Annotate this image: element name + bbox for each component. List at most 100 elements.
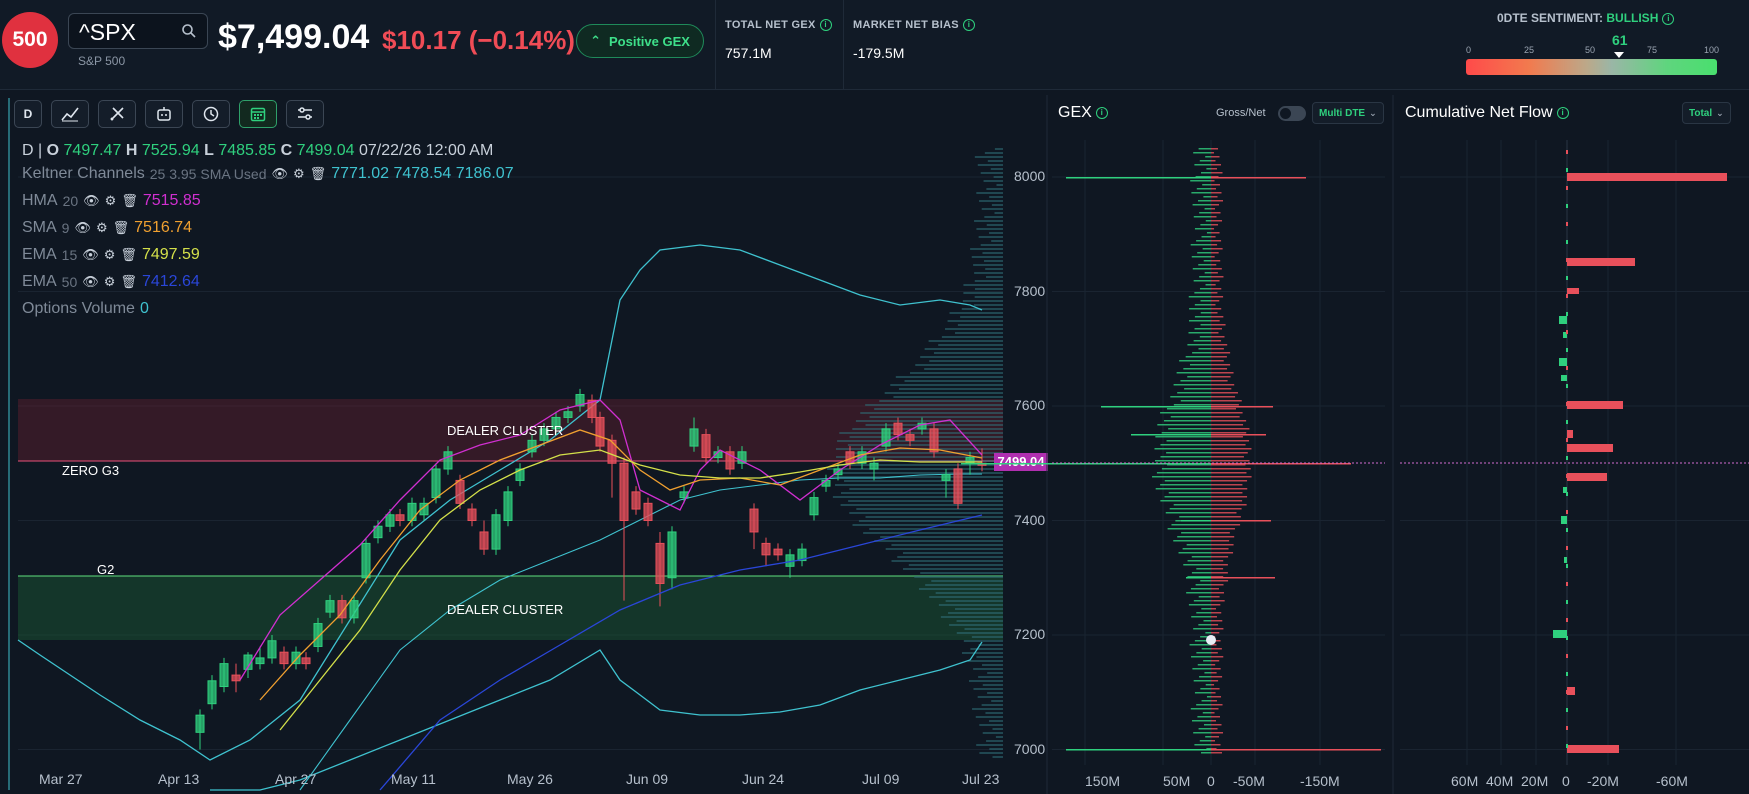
divider xyxy=(843,0,844,90)
gear-icon[interactable]: ⚙ xyxy=(95,220,108,235)
volume-profile-bar xyxy=(860,412,1003,414)
sma-line xyxy=(259,429,983,701)
calendar-button[interactable] xyxy=(239,100,277,128)
volume-profile-bar xyxy=(938,604,1003,606)
volume-profile-bar xyxy=(844,480,1003,482)
indicator-ema50[interactable]: EMA 50 👁 ⚙ 🗑 7412.64 xyxy=(22,273,200,290)
eye-icon[interactable]: 👁 xyxy=(82,274,99,289)
volume-profile-bar xyxy=(978,644,1003,646)
ticker-search-input[interactable]: ^SPX xyxy=(68,13,208,49)
info-icon[interactable]: i xyxy=(1556,106,1569,119)
dealer-cluster-label-upper: DEALER CLUSTER xyxy=(447,423,564,438)
eye-icon[interactable]: 👁 xyxy=(74,220,91,235)
volume-profile-bar xyxy=(963,284,1003,286)
candle-body xyxy=(479,531,489,550)
ticker-search-value[interactable]: ^SPX xyxy=(79,19,136,45)
bot-button[interactable] xyxy=(145,100,183,128)
volume-profile-bar xyxy=(956,632,1003,634)
info-icon[interactable]: i xyxy=(1662,12,1675,25)
ohlc-readout: D | O 7497.47 H 7525.94 L 7485.85 C 7499… xyxy=(22,142,494,159)
volume-profile-bar xyxy=(915,364,1003,366)
volume-profile-bar xyxy=(955,332,1003,334)
volume-profile-bar xyxy=(976,744,1003,746)
keltner-lower-line xyxy=(210,641,983,791)
gear-icon[interactable]: ⚙ xyxy=(104,193,117,208)
volume-profile-bar xyxy=(976,656,1003,658)
eye-icon[interactable]: 👁 xyxy=(271,166,289,181)
indicator-options-volume[interactable]: Options Volume 0 xyxy=(22,300,149,317)
drawing-tools-button[interactable] xyxy=(98,100,136,128)
flow-x-label: 20M xyxy=(1521,773,1549,789)
flow-total-dropdown[interactable]: Total ⌄ xyxy=(1682,102,1731,124)
price-change: $10.17 (−0.14%) xyxy=(382,25,575,55)
ticker-logo[interactable]: 500 xyxy=(2,12,58,68)
info-icon[interactable]: i xyxy=(1095,106,1108,119)
positive-gex-badge[interactable]: ⌃ Positive GEX xyxy=(576,24,704,58)
trash-icon[interactable]: 🗑 xyxy=(112,220,130,235)
indicator-sma[interactable]: SMA 9 👁 ⚙ 🗑 7516.74 xyxy=(22,219,192,236)
volume-profile-bar xyxy=(978,676,1003,678)
volume-profile-bar xyxy=(869,416,1003,418)
volume-profile-bar xyxy=(948,612,1003,614)
gear-icon[interactable]: ⚙ xyxy=(293,166,305,181)
indicators-button[interactable] xyxy=(51,100,89,128)
gex-x-label: -50M xyxy=(1233,773,1265,789)
top-header: 500 ^SPX S&P 500 $7,499.04 $10.17 (−0.14… xyxy=(0,0,1749,90)
volume-profile-bar xyxy=(991,700,1003,702)
volume-profile-bar xyxy=(993,176,1003,178)
volume-profile-bar xyxy=(933,352,1003,354)
volume-profile-bar xyxy=(863,532,1003,534)
info-icon[interactable]: i xyxy=(962,19,975,32)
info-icon[interactable]: i xyxy=(819,19,832,32)
history-button[interactable] xyxy=(192,100,230,128)
trash-icon[interactable]: 🗑 xyxy=(120,274,137,289)
y-axis-label: 7600 xyxy=(1014,397,1046,413)
chart-panel: D D | O 7497.47 H 7525.94 L 7485.85 C 74… xyxy=(8,94,1046,794)
volume-profile-bar xyxy=(986,276,1003,278)
gear-icon[interactable]: ⚙ xyxy=(103,247,116,262)
eye-icon[interactable]: 👁 xyxy=(82,247,99,262)
volume-profile-bar xyxy=(976,228,1003,230)
chevron-down-icon: ⌄ xyxy=(1716,107,1724,118)
indicator-hma[interactable]: HMA 20 👁 ⚙ 🗑 7515.85 xyxy=(22,192,201,209)
trash-icon[interactable]: 🗑 xyxy=(121,193,138,208)
trash-icon[interactable]: 🗑 xyxy=(120,247,137,262)
volume-profile-bar xyxy=(941,336,1003,338)
volume-profile-bar xyxy=(991,204,1003,206)
g2-label: G2 xyxy=(97,562,115,577)
volume-profile-bar xyxy=(974,156,1003,158)
volume-profile-bar xyxy=(974,272,1003,274)
volume-profile-bar xyxy=(885,548,1003,550)
sentiment-score: 61 xyxy=(1612,32,1628,48)
y-axis-label: 8000 xyxy=(1014,168,1046,184)
sentiment-gauge xyxy=(1466,59,1717,75)
interval-button[interactable]: D xyxy=(14,100,42,128)
volume-profile-bar xyxy=(835,484,1003,486)
gross-net-toggle[interactable] xyxy=(1278,106,1306,121)
indicator-keltner[interactable]: Keltner Channels 25 3.95 SMA Used 👁 ⚙ 🗑 777… xyxy=(22,165,514,182)
search-icon[interactable] xyxy=(181,23,197,39)
volume-profile-bar xyxy=(884,392,1003,394)
candle-body xyxy=(737,451,747,464)
volume-profile-bar xyxy=(847,444,1003,446)
x-axis-label: May 26 xyxy=(507,771,553,787)
eye-icon[interactable]: 👁 xyxy=(83,193,100,208)
sentiment-tick: 25 xyxy=(1524,45,1535,55)
volume-profile-bar xyxy=(989,748,1003,750)
volume-profile-bar xyxy=(918,588,1003,590)
chart-settings-button[interactable] xyxy=(286,100,324,128)
multi-dte-dropdown[interactable]: Multi DTE ⌄ xyxy=(1312,102,1384,124)
trash-icon[interactable]: 🗑 xyxy=(309,166,327,181)
volume-profile-bar xyxy=(945,600,1003,602)
candle-body xyxy=(337,600,347,619)
volume-profile-bar xyxy=(980,244,1003,246)
x-axis-label: Apr 27 xyxy=(275,771,317,787)
gear-icon[interactable]: ⚙ xyxy=(103,274,116,289)
indicator-ema15[interactable]: EMA 15 👁 ⚙ 🗑 7497.59 xyxy=(22,246,200,263)
volume-profile-bar xyxy=(949,624,1003,626)
volume-profile-bar xyxy=(992,756,1003,758)
volume-profile-bar xyxy=(931,580,1003,582)
candle-body xyxy=(349,600,359,619)
volume-profile-bar xyxy=(895,376,1003,378)
